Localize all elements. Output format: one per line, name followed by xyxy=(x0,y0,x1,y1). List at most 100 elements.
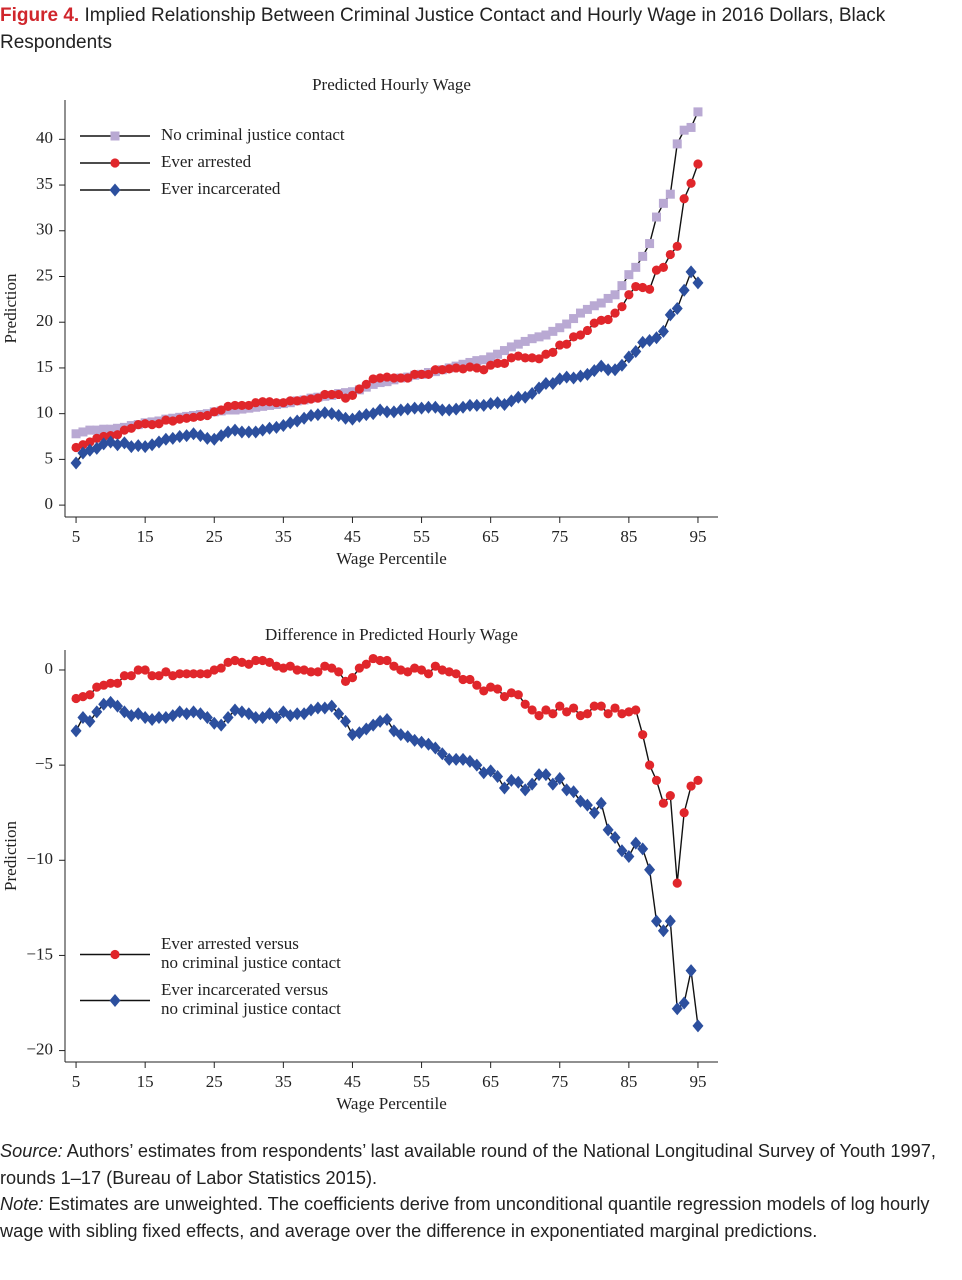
marker-circle xyxy=(271,661,282,671)
marker-circle xyxy=(644,284,655,294)
marker-circle xyxy=(486,360,496,370)
marker-circle xyxy=(188,669,199,679)
y-tick-label: 5 xyxy=(45,448,54,467)
marker-square xyxy=(603,293,613,303)
marker-diamond xyxy=(554,771,566,785)
marker-circle xyxy=(499,358,510,368)
marker-circle xyxy=(541,705,551,715)
marker-circle xyxy=(631,281,641,292)
marker-circle xyxy=(195,411,206,422)
marker-diamond xyxy=(581,798,593,812)
marker-circle xyxy=(658,798,669,808)
marker-circle xyxy=(216,663,226,673)
x-tick-label: 85 xyxy=(620,527,637,546)
marker-diamond xyxy=(270,711,282,725)
marker-circle xyxy=(444,667,454,677)
marker-diamond xyxy=(436,403,448,417)
marker-circle xyxy=(320,389,330,400)
marker-diamond xyxy=(409,401,421,415)
marker-circle xyxy=(188,412,199,422)
marker-circle xyxy=(147,671,157,681)
marker-circle xyxy=(451,363,461,373)
marker-circle xyxy=(403,667,413,677)
marker-circle xyxy=(617,302,627,312)
x-tick-label: 35 xyxy=(275,527,292,546)
marker-diamond xyxy=(485,397,497,411)
marker-circle xyxy=(140,665,150,675)
marker-square xyxy=(693,107,703,117)
marker-circle xyxy=(112,430,123,440)
marker-circle xyxy=(458,674,468,685)
figure-title: Implied Relationship Between Criminal Ju… xyxy=(0,5,886,53)
marker-circle xyxy=(175,669,185,679)
marker-diamond xyxy=(616,358,628,372)
marker-circle xyxy=(589,318,599,328)
marker-circle xyxy=(644,760,655,770)
marker-diamond xyxy=(630,344,642,358)
marker-diamond xyxy=(250,425,262,439)
marker-circle xyxy=(396,373,406,383)
marker-diamond xyxy=(201,431,213,445)
x-tick-label: 55 xyxy=(413,527,430,546)
marker-circle xyxy=(340,676,351,686)
marker-circle xyxy=(85,437,95,447)
marker-diamond xyxy=(526,777,538,791)
marker-square xyxy=(92,425,102,435)
marker-square xyxy=(110,131,120,141)
x-tick-label: 75 xyxy=(551,1072,568,1091)
marker-diamond xyxy=(519,783,531,797)
marker-circle xyxy=(651,265,662,275)
marker-circle xyxy=(92,682,102,692)
marker-circle xyxy=(278,663,288,673)
marker-diamond xyxy=(664,914,676,928)
marker-square xyxy=(596,298,606,308)
marker-circle xyxy=(562,339,572,349)
marker-diamond xyxy=(416,401,428,415)
marker-circle xyxy=(292,396,302,406)
marker-circle xyxy=(492,358,503,368)
marker-diamond xyxy=(443,752,455,766)
marker-circle xyxy=(486,682,496,692)
marker-circle xyxy=(244,659,254,669)
marker-circle xyxy=(195,669,206,679)
marker-diamond xyxy=(243,425,255,439)
marker-diamond xyxy=(402,402,414,416)
marker-circle xyxy=(403,373,413,383)
legend-label: No criminal justice contact xyxy=(161,125,345,144)
marker-diamond xyxy=(492,770,504,784)
marker-diamond xyxy=(616,844,628,858)
marker-diamond xyxy=(109,183,121,197)
marker-circle xyxy=(71,442,81,453)
marker-square xyxy=(499,346,509,356)
marker-circle xyxy=(175,414,185,424)
marker-circle xyxy=(119,671,130,681)
marker-circle xyxy=(472,363,482,373)
marker-square xyxy=(624,270,634,280)
marker-square xyxy=(78,427,88,437)
marker-circle xyxy=(693,775,703,785)
marker-circle xyxy=(306,667,316,677)
marker-square xyxy=(534,332,544,342)
marker-circle xyxy=(292,665,302,675)
marker-diamond xyxy=(526,387,538,401)
marker-circle xyxy=(596,701,606,711)
marker-circle xyxy=(140,419,150,429)
marker-circle xyxy=(430,365,440,375)
marker-circle xyxy=(216,405,226,415)
marker-diamond xyxy=(623,849,635,863)
marker-circle xyxy=(313,393,323,403)
marker-circle xyxy=(347,390,358,400)
marker-circle xyxy=(513,351,523,361)
y-tick-label: −20 xyxy=(26,1039,53,1058)
marker-square xyxy=(631,262,641,272)
marker-diamond xyxy=(312,701,324,715)
y-tick-label: 25 xyxy=(36,265,53,284)
x-axis-label: Wage Percentile xyxy=(336,549,447,568)
marker-diamond xyxy=(464,398,476,412)
marker-circle xyxy=(416,665,427,675)
marker-square xyxy=(610,290,620,300)
x-tick-label: 25 xyxy=(206,1072,223,1091)
figure-header: Figure 4. Implied Relationship Between C… xyxy=(0,2,950,56)
marker-circle xyxy=(182,669,192,679)
